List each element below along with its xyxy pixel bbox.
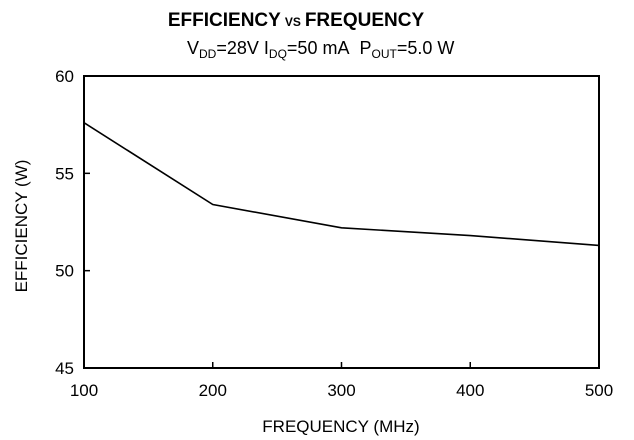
x-tick-label-100: 100 (70, 381, 98, 400)
subtitle-pout-value: =5.0 W (397, 38, 455, 58)
subtitle-idq-value: =50 mA (287, 38, 350, 58)
y-tick-label-55: 55 (55, 164, 74, 183)
plot-area-frame (83, 75, 600, 369)
ticks-group: 45 50 55 60 100 200 300 400 500 (55, 67, 613, 400)
title-tail: FREQUENCY (305, 10, 425, 31)
x-tick-label-400: 400 (456, 381, 484, 400)
title-vs: VS (285, 15, 301, 29)
y-axis-label: EFFICIENCY (W) (12, 160, 31, 293)
y-tick-label-50: 50 (55, 262, 74, 281)
subtitle-vdd: V (187, 38, 199, 58)
series-group (83, 122, 600, 247)
y-tick-label-45: 45 (55, 359, 74, 378)
subtitle-pout-sub: OUT (371, 47, 397, 61)
subtitle-idq-sub: DQ (269, 47, 287, 61)
title-main: EFFICIENCY (168, 10, 281, 31)
x-tick-label-500: 500 (585, 381, 613, 400)
x-tick-label-200: 200 (199, 381, 227, 400)
series-line-0 (83, 122, 600, 247)
subtitle-vdd-sub: DD (199, 47, 217, 61)
subtitle-vdd-value: =28V (216, 38, 259, 58)
subtitle-idq: I (264, 38, 269, 58)
subtitle-pout: P (359, 38, 371, 58)
y-tick-label-60: 60 (55, 67, 74, 86)
x-tick-label-300: 300 (327, 381, 355, 400)
chart-subtitle: VDD=28V IDQ=50 mA POUT=5.0 W (187, 38, 454, 61)
chart-title: EFFICIENCY VS FREQUENCY (168, 10, 425, 31)
x-axis-label: FREQUENCY (MHz) (262, 417, 419, 436)
